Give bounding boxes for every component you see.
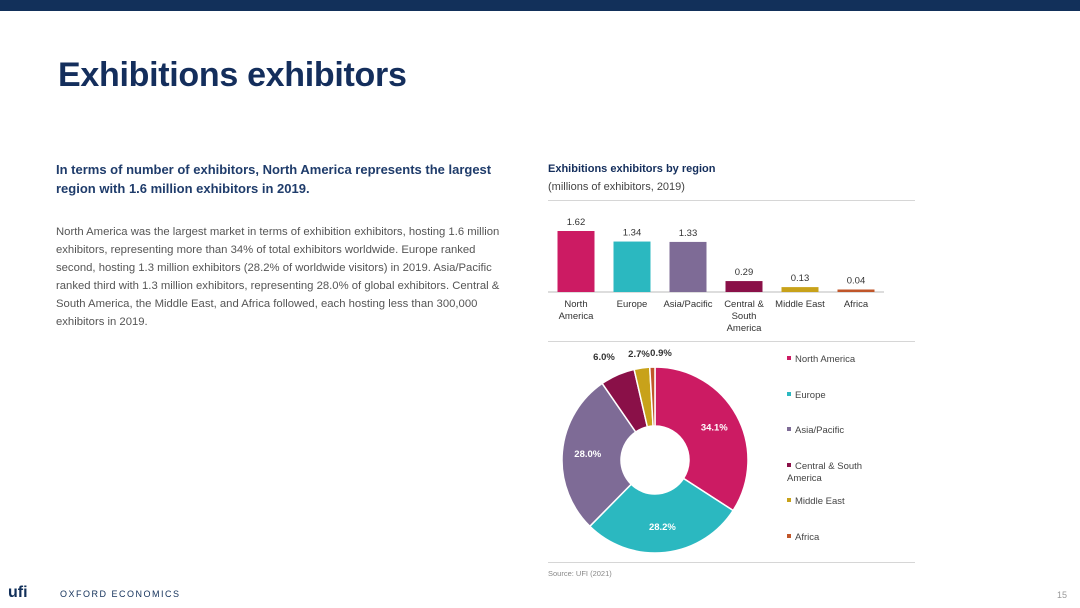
legend-label: Middle East: [795, 496, 845, 507]
donut-slice: [654, 366, 749, 512]
legend-swatch: [787, 462, 791, 467]
legend-item: North America: [787, 354, 897, 366]
donut-value-label: 34.1%: [701, 423, 728, 434]
divider-top: [548, 200, 915, 201]
donut-chart: 34.1% 28.2% 28.0% 6.0% 2.7% 0.9%: [561, 348, 749, 554]
legend-label: Europe: [795, 389, 826, 401]
donut-value-label: 0.9%: [650, 348, 672, 359]
legend-item: Europe: [787, 390, 897, 402]
donut-slice: [588, 477, 735, 554]
bar-category-label: Central &: [724, 299, 764, 310]
source-note: Source: UFI (2021): [548, 569, 612, 578]
legend-label: Central & South America: [787, 460, 863, 484]
bar-category-label: America: [559, 311, 595, 322]
page-number: 15: [1057, 590, 1068, 600]
legend-item: Middle East: [787, 496, 897, 508]
oxford-economics-logo: OXFORD ECONOMICS: [60, 589, 181, 599]
legend-swatch: [787, 533, 791, 538]
headline-text: In terms of number of exhibitors, North …: [56, 162, 492, 196]
bar-value-label: 0.13: [791, 273, 810, 284]
body-text: North America was the largest market in …: [56, 226, 500, 328]
bar-value-label: 0.29: [735, 267, 754, 278]
bar-category-label: America: [727, 323, 763, 334]
divider-middle: [548, 341, 915, 342]
page-title: Exhibitions exhibitors: [58, 56, 407, 94]
bar-value-label: 0.04: [847, 276, 866, 287]
bar-chart: 1.62NorthAmerica1.34Europe1.33Asia/Pacif…: [548, 217, 884, 334]
legend-swatch: [787, 498, 791, 503]
donut-slice: [561, 382, 637, 528]
legend-item: Africa: [787, 532, 897, 544]
donut-value-label: 28.2%: [649, 522, 676, 533]
bar-category-label: North: [564, 299, 587, 310]
donut-slice: [648, 366, 656, 427]
donut-value-label: 28.0%: [574, 449, 601, 460]
bar: [725, 281, 763, 292]
legend-label: Asia/Pacific: [795, 425, 845, 436]
legend-label: Africa: [795, 531, 820, 543]
chart-title: Exhibitions exhibitors by region: [548, 163, 716, 175]
bar: [557, 231, 595, 292]
legend-swatch: [787, 356, 791, 361]
bar-category-label: Middle East: [775, 299, 825, 310]
legend-swatch: [787, 391, 791, 396]
donut-value-label: 2.7%: [628, 349, 650, 360]
legend-label: North America: [795, 354, 856, 365]
bar-value-label: 1.34: [623, 228, 642, 239]
bar-value-label: 1.33: [679, 228, 698, 239]
donut-value-label: 6.0%: [593, 352, 615, 363]
chart-subtitle: (millions of exhibitors, 2019): [548, 181, 685, 193]
legend-item: Asia/Pacific: [787, 425, 897, 437]
legend-item: Central & South America: [787, 461, 897, 485]
bar: [613, 241, 651, 292]
divider-bottom: [548, 562, 915, 563]
bar: [669, 241, 707, 292]
bar-category-label: Europe: [617, 299, 648, 310]
top-bar: [0, 0, 1080, 11]
bar-category-label: South: [732, 311, 757, 322]
bar-value-label: 1.62: [567, 217, 586, 228]
bar-category-label: Africa: [844, 299, 869, 310]
bar: [837, 289, 875, 292]
legend-swatch: [787, 427, 791, 432]
bar: [781, 287, 819, 292]
bar-category-label: Asia/Pacific: [663, 299, 712, 310]
ufi-logo: ufi: [8, 584, 28, 601]
